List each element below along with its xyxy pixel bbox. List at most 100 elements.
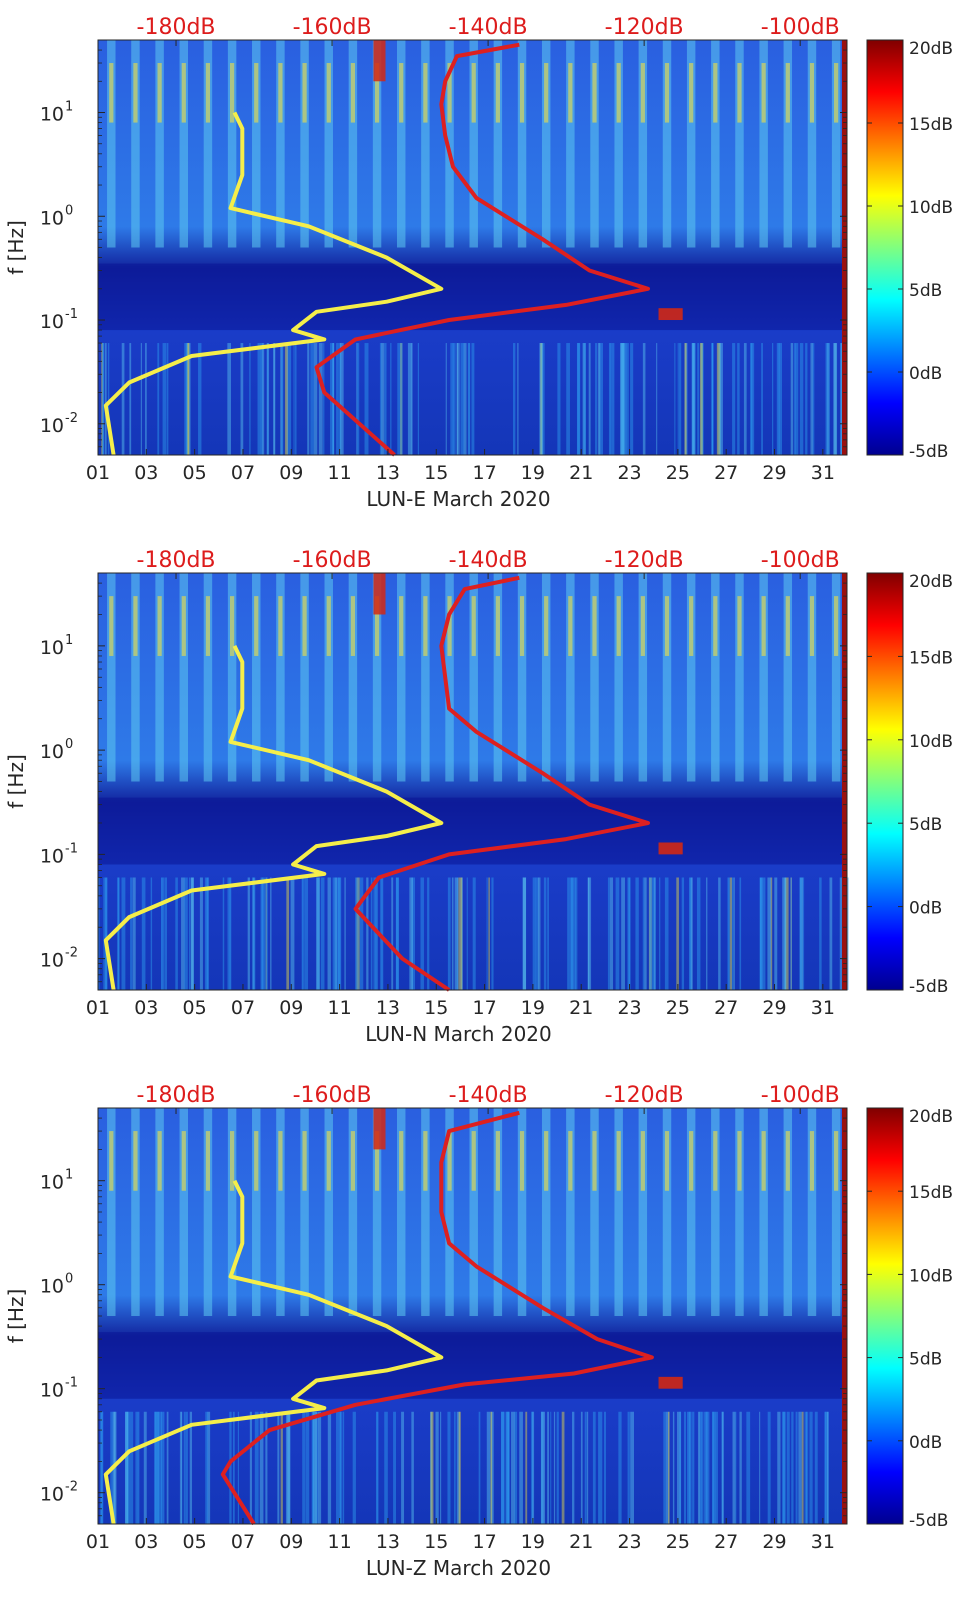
- colorbar-tick-label: -5dB: [909, 442, 948, 462]
- colorbar-tick-label: 5dB: [909, 281, 942, 301]
- x-tick-label: 27: [714, 462, 738, 484]
- heatmap-stripe: [300, 40, 309, 248]
- heatmap-stripe: [430, 1411, 433, 1524]
- heatmap-stripe: [336, 343, 339, 455]
- colorbar-tick-label: 5dB: [909, 1350, 942, 1370]
- y-tick-exponent: -2: [65, 1480, 78, 1495]
- heatmap-stripe: [590, 1108, 599, 1316]
- heatmap-stripe: [373, 877, 377, 990]
- heatmap-stripe: [662, 1108, 672, 1316]
- heatmap-stripe: [203, 1108, 213, 1316]
- heatmap-stripe: [458, 1411, 461, 1524]
- heatmap-stripe: [131, 573, 140, 782]
- heatmap-stripe: [157, 343, 160, 455]
- heatmap-stripe: [568, 1131, 573, 1191]
- heatmap-stripe: [423, 63, 428, 123]
- heatmap-stripe: [451, 877, 454, 990]
- heatmap-stripe: [506, 1411, 510, 1524]
- heatmap-stripe: [302, 877, 305, 990]
- colorbar: [866, 39, 904, 456]
- heatmap-stripe: [809, 63, 815, 123]
- heatmap-stripe: [582, 343, 586, 455]
- heatmap-stripe: [802, 877, 805, 990]
- heatmap-stripe: [713, 63, 718, 123]
- heatmap-stripe: [743, 343, 747, 455]
- heatmap-stripe: [252, 573, 261, 782]
- heatmap-stripe: [157, 1411, 160, 1524]
- heatmap-stripe: [107, 40, 116, 248]
- colorbar-tick-label: 10dB: [909, 732, 953, 752]
- heatmap-stripe: [421, 573, 430, 782]
- heatmap-stripe: [100, 1411, 104, 1524]
- x-tick-label: 03: [134, 462, 158, 484]
- heatmap-stripe: [569, 877, 573, 990]
- heatmap-stripe: [761, 596, 766, 656]
- heatmap-stripe: [102, 343, 104, 455]
- heatmap-stripe: [761, 1131, 766, 1191]
- heatmap-stripe: [278, 596, 283, 656]
- heatmap-stripe: [805, 343, 808, 455]
- heatmap-stripe: [157, 596, 162, 656]
- heatmap-stripe: [435, 1411, 439, 1524]
- heatmap-stripes: [101, 40, 847, 455]
- heatmap-stripe: [495, 596, 500, 656]
- heatmap-stripe: [399, 63, 404, 123]
- heatmap-stripe: [801, 1411, 804, 1524]
- heatmap-stripe: [684, 343, 688, 455]
- y-tick-exponent: -1: [65, 1376, 78, 1391]
- heatmap-stripe: [623, 343, 627, 455]
- heatmap-stripe: [276, 1108, 285, 1316]
- heatmap-stripe: [543, 877, 547, 990]
- colorbar-tick-label: 0dB: [909, 364, 942, 384]
- heatmap-stripe: [609, 343, 612, 455]
- heatmap-stripe: [199, 877, 203, 990]
- heatmap-dark-band: [98, 1332, 847, 1399]
- heatmap-stripe: [746, 1411, 751, 1524]
- heatmap-stripe: [735, 1411, 737, 1524]
- heatmap-stripe: [326, 1131, 331, 1191]
- heatmap-stripe: [266, 343, 269, 455]
- heatmap-stripe: [249, 343, 251, 455]
- heatmap-stripe: [762, 877, 766, 990]
- x-tick-label: 09: [279, 462, 303, 484]
- heatmap-stripe: [676, 877, 679, 990]
- heatmap-stripe: [447, 877, 451, 990]
- heatmap-stripe: [229, 877, 232, 990]
- heatmap-stripe: [761, 343, 763, 455]
- heatmap-stripe: [642, 877, 645, 990]
- heatmap-stripe: [692, 343, 695, 455]
- heatmap-stripe: [592, 1411, 596, 1524]
- heatmap-stripe: [668, 1411, 670, 1524]
- heatmap-stripe: [782, 1411, 785, 1524]
- heatmap-stripe: [677, 1411, 681, 1524]
- top-tick-label: -120dB: [605, 1083, 684, 1108]
- heatmap-stripe: [189, 1411, 193, 1524]
- heatmap-stripe: [644, 877, 647, 990]
- heatmap-stripe: [686, 573, 696, 782]
- heatmap-stripe: [572, 1411, 575, 1524]
- heatmap-stripe: [689, 877, 691, 990]
- heatmap-stripe: [715, 1411, 718, 1524]
- heatmap-stripe: [839, 877, 844, 990]
- heatmap-stripe: [374, 596, 380, 656]
- heatmap-stripe: [771, 343, 774, 455]
- colorbar-tick-label: 20dB: [909, 572, 953, 592]
- y-tick-exponent: 0: [65, 737, 73, 752]
- heatmap-stripe: [759, 1108, 768, 1316]
- x-tick-label: 23: [617, 462, 641, 484]
- heatmap-stripe: [440, 1411, 442, 1524]
- heatmap-stripe: [672, 1411, 675, 1524]
- heatmap-stripe: [252, 877, 255, 990]
- heatmap-stripe: [732, 343, 736, 455]
- colorbar-tick-label: -5dB: [909, 1511, 948, 1531]
- y-tick-exponent: -1: [65, 307, 78, 322]
- heatmap-stripe: [706, 877, 708, 990]
- heatmap-stripe: [799, 877, 804, 990]
- heatmap-stripe: [532, 877, 536, 990]
- heatmap-stripe: [254, 1131, 259, 1191]
- heatmap-stripe: [834, 63, 839, 123]
- top-tick-label: -100dB: [761, 15, 840, 40]
- heatmap-stripe: [493, 40, 503, 248]
- heatmap-stripe: [557, 343, 561, 455]
- heatmap-stripe: [129, 1411, 134, 1524]
